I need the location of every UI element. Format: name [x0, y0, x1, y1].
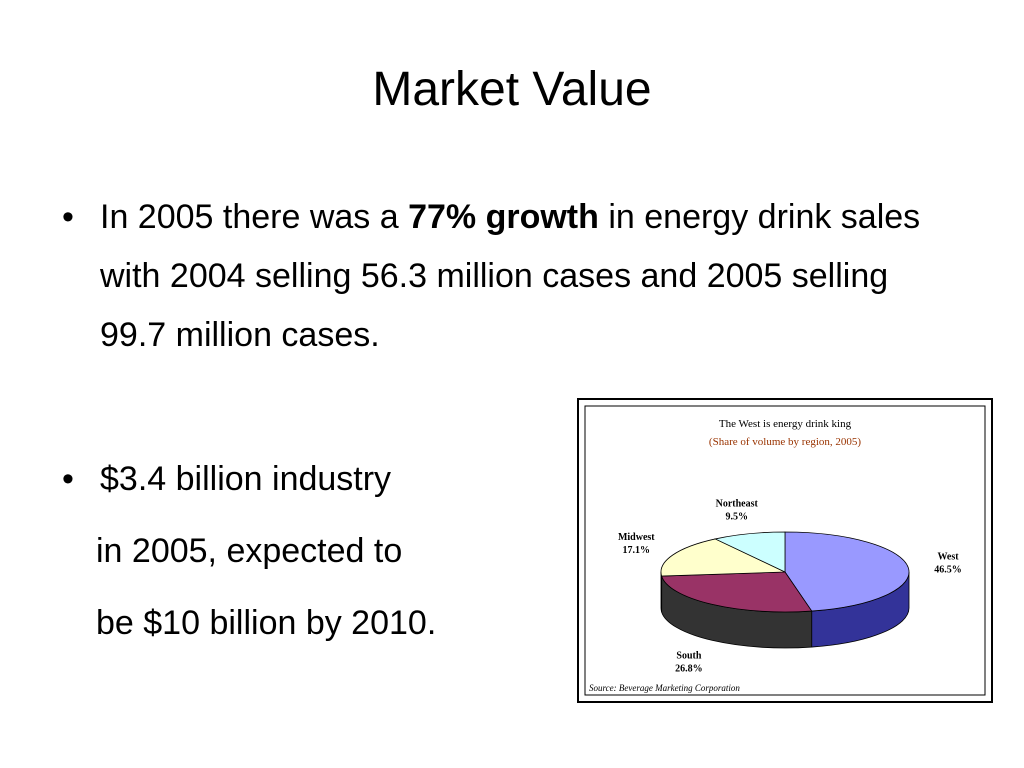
slice-value: 9.5%	[725, 512, 748, 523]
slice-label: South	[676, 650, 701, 661]
pie-side	[660, 571, 663, 613]
slice-label: Midwest	[618, 532, 655, 543]
bullet-line: be $10 billion by 2010.	[96, 604, 437, 642]
bullet-text: In 2005 there was a 77% growth in energy…	[100, 188, 962, 365]
bullet: • In 2005 there was a 77% growth in ener…	[62, 188, 962, 365]
pie-slice	[714, 531, 786, 573]
chart-title: The West is energy drink king	[719, 418, 852, 430]
bullet-line: $3.4 billion industry	[100, 460, 392, 498]
slice-label: Northeast	[716, 499, 759, 510]
text-run: In 2005 there was a	[100, 198, 409, 236]
bullet-dot: •	[62, 198, 74, 236]
bullet: • $3.4 billion industry in 2005, expected…	[62, 450, 582, 653]
slice-value: 46.5%	[934, 564, 962, 575]
slice-label: West	[937, 551, 959, 562]
slide-title: Market Value	[372, 63, 652, 116]
chart: The West is energy drink king (Share of …	[584, 405, 986, 696]
text-run: in energy drink sales with 2004 selling …	[100, 198, 921, 354]
bullet-dot: •	[62, 460, 74, 498]
slice-value: 17.1%	[623, 545, 651, 556]
chart-subtitle: (Share of volume by region, 2005)	[709, 436, 861, 448]
pie-slice	[660, 538, 786, 577]
chart-source: Source: Beverage Marketing Corporation	[589, 683, 740, 693]
slice-value: 26.8%	[675, 663, 703, 674]
text-run: 77% growth	[408, 198, 599, 236]
pie-slice	[661, 571, 813, 613]
chart-inner-frame	[584, 405, 986, 696]
pie-slice	[784, 531, 910, 612]
chart-frame: The West is energy drink king (Share of …	[577, 398, 993, 703]
bullet-line: in 2005, expected to	[96, 532, 403, 570]
